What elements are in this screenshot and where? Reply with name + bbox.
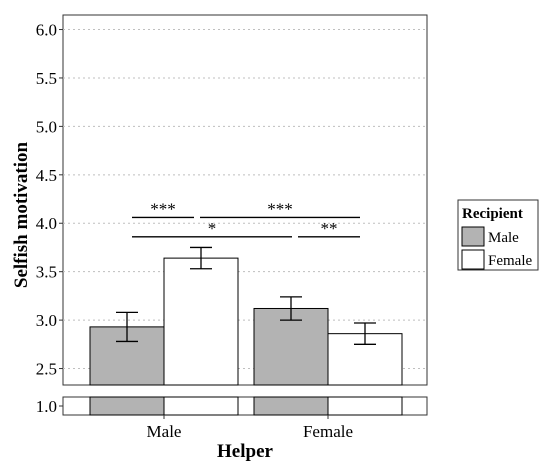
y-tick-label-7: 6.0 <box>36 21 57 40</box>
bars <box>89 257 403 386</box>
bar-stub-male-male <box>89 396 165 416</box>
legend-swatch-female <box>461 249 485 270</box>
sig-label-2: * <box>208 219 217 238</box>
error-bars <box>116 246 376 345</box>
sig-label-3: ** <box>321 219 338 238</box>
y-tick-label-6: 5.5 <box>36 69 57 88</box>
bar-male-female <box>163 257 239 386</box>
x-tick-label-0: Male <box>147 422 182 441</box>
legend: Recipient Male Female <box>457 199 539 271</box>
x-tick-label-1: Female <box>303 422 353 441</box>
significance-brackets: *** **** ** <box>132 199 360 238</box>
axis-break-bars <box>89 396 403 416</box>
legend-label-male: Male <box>488 230 519 246</box>
y-tick-label-1: 3.0 <box>36 311 57 330</box>
y-axis-ticks: 2.5 3.0 3.5 4.0 4.5 5.0 5.5 6.0 1.0 <box>36 21 63 416</box>
bar-stub-female-female <box>327 396 403 416</box>
x-axis-ticks: Male Female <box>147 415 353 441</box>
x-axis-title: Helper <box>217 441 273 462</box>
y-tick-label-2: 3.5 <box>36 263 57 282</box>
y-tick-label-5: 5.0 <box>36 117 57 136</box>
legend-label-female: Female <box>488 253 532 269</box>
y-tick-label-3: 4.0 <box>36 214 57 233</box>
y-tick-label-0: 2.5 <box>36 360 57 379</box>
y-axis-title: Selfish motivation <box>11 141 32 288</box>
bar-stub-male-female <box>163 396 239 416</box>
sig-label-1: *** <box>267 199 293 218</box>
y-tick-label-break: 1.0 <box>36 397 57 416</box>
sig-label-0: *** <box>150 199 176 218</box>
y-tick-label-4: 4.5 <box>36 166 57 185</box>
legend-swatch-male <box>461 226 485 247</box>
bar-stub-female-male <box>253 396 329 416</box>
legend-title: Recipient <box>462 206 523 222</box>
